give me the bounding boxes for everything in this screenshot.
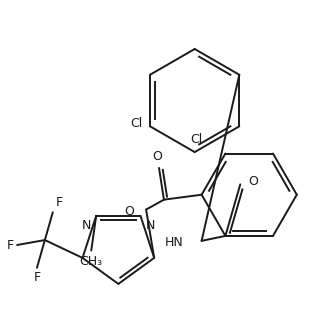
Text: Cl: Cl (191, 133, 203, 146)
Text: O: O (152, 150, 162, 163)
Text: CH₃: CH₃ (80, 255, 103, 268)
Text: O: O (124, 205, 134, 218)
Text: F: F (33, 271, 41, 284)
Text: HN: HN (165, 236, 184, 249)
Text: F: F (7, 238, 14, 252)
Text: N: N (82, 219, 91, 232)
Text: F: F (56, 196, 63, 209)
Text: N: N (146, 219, 155, 232)
Text: Cl: Cl (130, 117, 142, 130)
Text: O: O (248, 175, 258, 188)
